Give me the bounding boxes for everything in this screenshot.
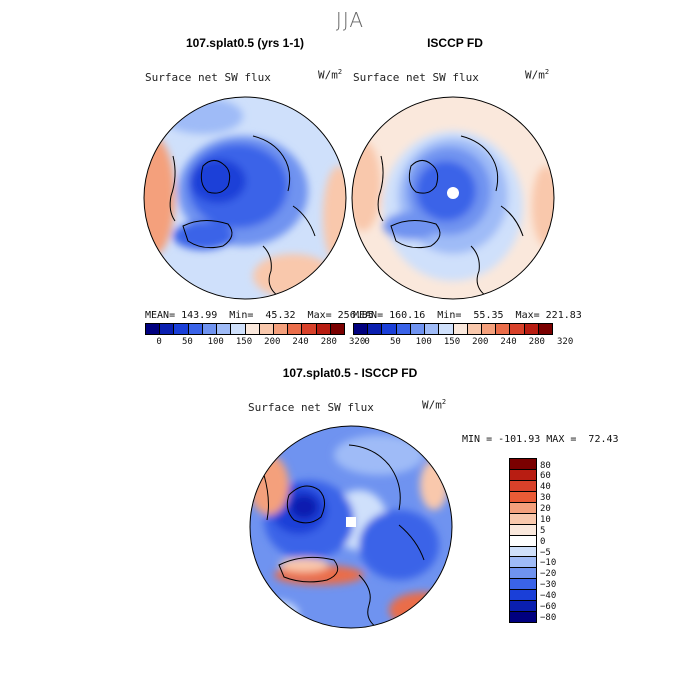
colorbar-tick-label: 240: [292, 337, 309, 347]
colorbar-tick-label: 0: [364, 337, 370, 347]
model-stats: MEAN= 143.99 Min= 45.32 Max= 256.85: [145, 310, 374, 321]
obs-colorbar: [353, 323, 553, 335]
colorbar-swatch: [510, 502, 536, 514]
diff-panel-title: 107.splat0.5 - ISCCP FD: [282, 366, 418, 380]
colorbar-tick-label: 100: [415, 337, 432, 347]
colorbar-tick-label: 100: [207, 337, 224, 347]
colorbar-tick-label: 0: [540, 536, 546, 547]
model-variable-label: Surface net SW flux: [145, 71, 271, 84]
colorbar-tick-label: −30: [540, 580, 557, 591]
season-title: JJA: [335, 8, 365, 32]
colorbar-swatch: [302, 324, 317, 334]
diff-stats: MIN = -101.93 MAX = 72.43: [462, 434, 619, 445]
colorbar-tick-label: 280: [528, 337, 545, 347]
colorbar-tick-label: 200: [472, 337, 489, 347]
colorbar-swatch: [510, 469, 536, 481]
colorbar-tick-label: −40: [540, 591, 557, 601]
colorbar-swatch: [510, 590, 536, 602]
obs-polar-map: [351, 96, 555, 300]
colorbar-tick-label: 30: [540, 493, 551, 504]
colorbar-swatch: [273, 324, 289, 334]
colorbar-swatch: [368, 324, 383, 334]
colorbar-swatch: [510, 459, 536, 470]
model-colorbar: [145, 323, 345, 335]
obs-panel-title: ISCCP FD: [427, 36, 483, 50]
colorbar-tick-label: 10: [540, 514, 551, 525]
colorbar-swatch: [396, 324, 411, 334]
colorbar-swatch: [481, 324, 497, 334]
colorbar-swatch: [231, 324, 246, 334]
colorbar-swatch: [467, 324, 482, 334]
colorbar-tick-label: 50: [182, 337, 193, 347]
colorbar-swatch: [439, 324, 454, 334]
colorbar-tick-label: 40: [540, 482, 551, 493]
colorbar-tick-label: 150: [443, 337, 461, 347]
diff-polar-map: [249, 425, 453, 629]
colorbar-tick-label: 50: [390, 337, 401, 347]
colorbar-swatch: [188, 324, 203, 334]
obs-colorbar-ticks: 0 50 100 150 200 240 280 320: [353, 337, 573, 349]
colorbar-tick-label: −5: [540, 547, 551, 558]
colorbar-tick-label: 20: [540, 504, 551, 515]
colorbar-swatch: [146, 324, 161, 334]
colorbar-tick-label: 240: [500, 337, 517, 347]
colorbar-swatch: [524, 324, 539, 334]
colorbar-swatch: [382, 324, 397, 334]
colorbar-swatch: [288, 324, 303, 334]
colorbar-swatch: [510, 491, 536, 503]
colorbar-tick-label: −80: [540, 612, 557, 623]
colorbar-swatch: [496, 324, 511, 334]
colorbar-tick-label: 280: [320, 337, 337, 347]
colorbar-tick-label: −10: [540, 558, 557, 569]
model-polar-map: [143, 96, 347, 300]
colorbar-swatch: [217, 324, 232, 334]
colorbar-swatch: [453, 324, 468, 334]
diff-units: W/m2: [422, 398, 447, 412]
colorbar-swatch: [410, 324, 426, 334]
colorbar-swatch: [510, 579, 536, 591]
colorbar-tick-label: 320: [557, 337, 574, 347]
colorbar-tick-label: 80: [540, 460, 551, 471]
colorbar-swatch: [510, 557, 536, 569]
colorbar-swatch: [510, 524, 536, 536]
colorbar-tick-label: 0: [156, 337, 162, 347]
colorbar-tick-label: 5: [540, 525, 546, 536]
colorbar-swatch: [510, 612, 536, 623]
colorbar-tick-label: 150: [235, 337, 253, 347]
colorbar-swatch: [510, 546, 536, 558]
colorbar-swatch: [202, 324, 218, 334]
colorbar-swatch: [330, 324, 345, 334]
colorbar-tick-label: 200: [264, 337, 281, 347]
obs-units: W/m2: [525, 68, 550, 82]
colorbar-swatch: [510, 324, 525, 334]
colorbar-swatch: [354, 324, 369, 334]
colorbar-tick-label: −60: [540, 601, 557, 612]
colorbar-swatch: [160, 324, 175, 334]
diff-colorbar: [509, 458, 537, 623]
colorbar-swatch: [510, 480, 536, 492]
diff-variable-label: Surface net SW flux: [248, 401, 374, 414]
colorbar-swatch: [259, 324, 274, 334]
diff-colorbar-ticks: 80 60 40 30 20 10 5 0 −5 −10 −20 −30 −40 −60 −80: [540, 458, 580, 623]
colorbar-swatch: [245, 324, 260, 334]
colorbar-swatch: [425, 324, 440, 334]
colorbar-swatch: [510, 513, 536, 525]
colorbar-swatch: [510, 601, 536, 613]
colorbar-swatch: [538, 324, 553, 334]
colorbar-tick-label: 320: [349, 337, 366, 347]
colorbar-swatch: [174, 324, 189, 334]
model-units: W/m2: [318, 68, 343, 82]
model-panel-title: 107.splat0.5 (yrs 1-1): [185, 36, 305, 50]
model-colorbar-ticks: 0 50 100 150 200 240 280 320: [145, 337, 365, 349]
colorbar-swatch: [510, 568, 536, 580]
colorbar-swatch: [510, 535, 536, 547]
colorbar-tick-label: 60: [540, 471, 551, 482]
obs-stats: MEAN= 160.16 Min= 55.35 Max= 221.83: [353, 310, 582, 321]
colorbar-swatch: [316, 324, 331, 334]
obs-variable-label: Surface net SW flux: [353, 71, 479, 84]
colorbar-tick-label: −20: [540, 569, 557, 580]
